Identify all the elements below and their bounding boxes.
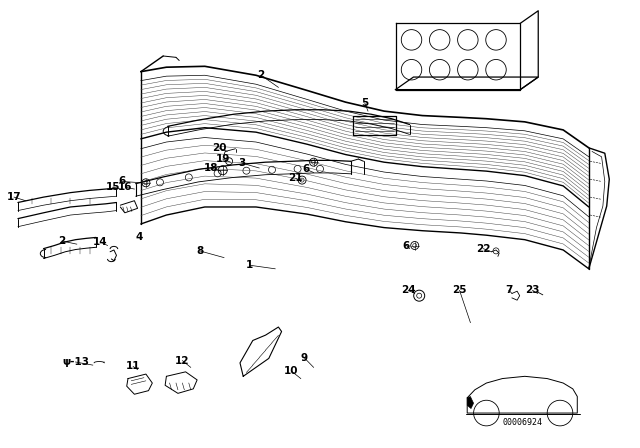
Text: 17: 17 (7, 192, 21, 202)
Text: 1: 1 (246, 260, 253, 270)
Text: 8: 8 (196, 246, 204, 256)
Text: 10: 10 (284, 366, 298, 376)
Text: 12: 12 (175, 356, 189, 366)
Text: 25: 25 (452, 285, 467, 295)
Text: 22: 22 (476, 244, 490, 254)
Text: 9: 9 (300, 353, 308, 362)
Text: 18: 18 (204, 163, 218, 173)
Text: 5: 5 (361, 98, 369, 108)
Text: 2: 2 (58, 236, 66, 246)
Text: 15: 15 (106, 182, 120, 192)
Text: 6: 6 (403, 241, 410, 250)
Polygon shape (467, 396, 474, 409)
Text: 21: 21 (289, 173, 303, 183)
Text: 2: 2 (257, 70, 265, 80)
Text: 7: 7 (505, 285, 513, 295)
Text: 24: 24 (401, 285, 415, 295)
Text: 4: 4 (136, 233, 143, 242)
Text: 23: 23 (525, 285, 540, 295)
Text: 20: 20 (212, 143, 226, 153)
Text: 00006924: 00006924 (503, 418, 543, 426)
Text: 11: 11 (126, 362, 140, 371)
Text: 3: 3 (238, 158, 246, 168)
Text: 6: 6 (302, 164, 310, 174)
Text: 16: 16 (118, 182, 132, 192)
Text: 6: 6 (118, 177, 125, 186)
Text: ψ-13: ψ-13 (62, 357, 89, 367)
Text: 19: 19 (216, 154, 230, 164)
Text: 14: 14 (93, 237, 108, 247)
